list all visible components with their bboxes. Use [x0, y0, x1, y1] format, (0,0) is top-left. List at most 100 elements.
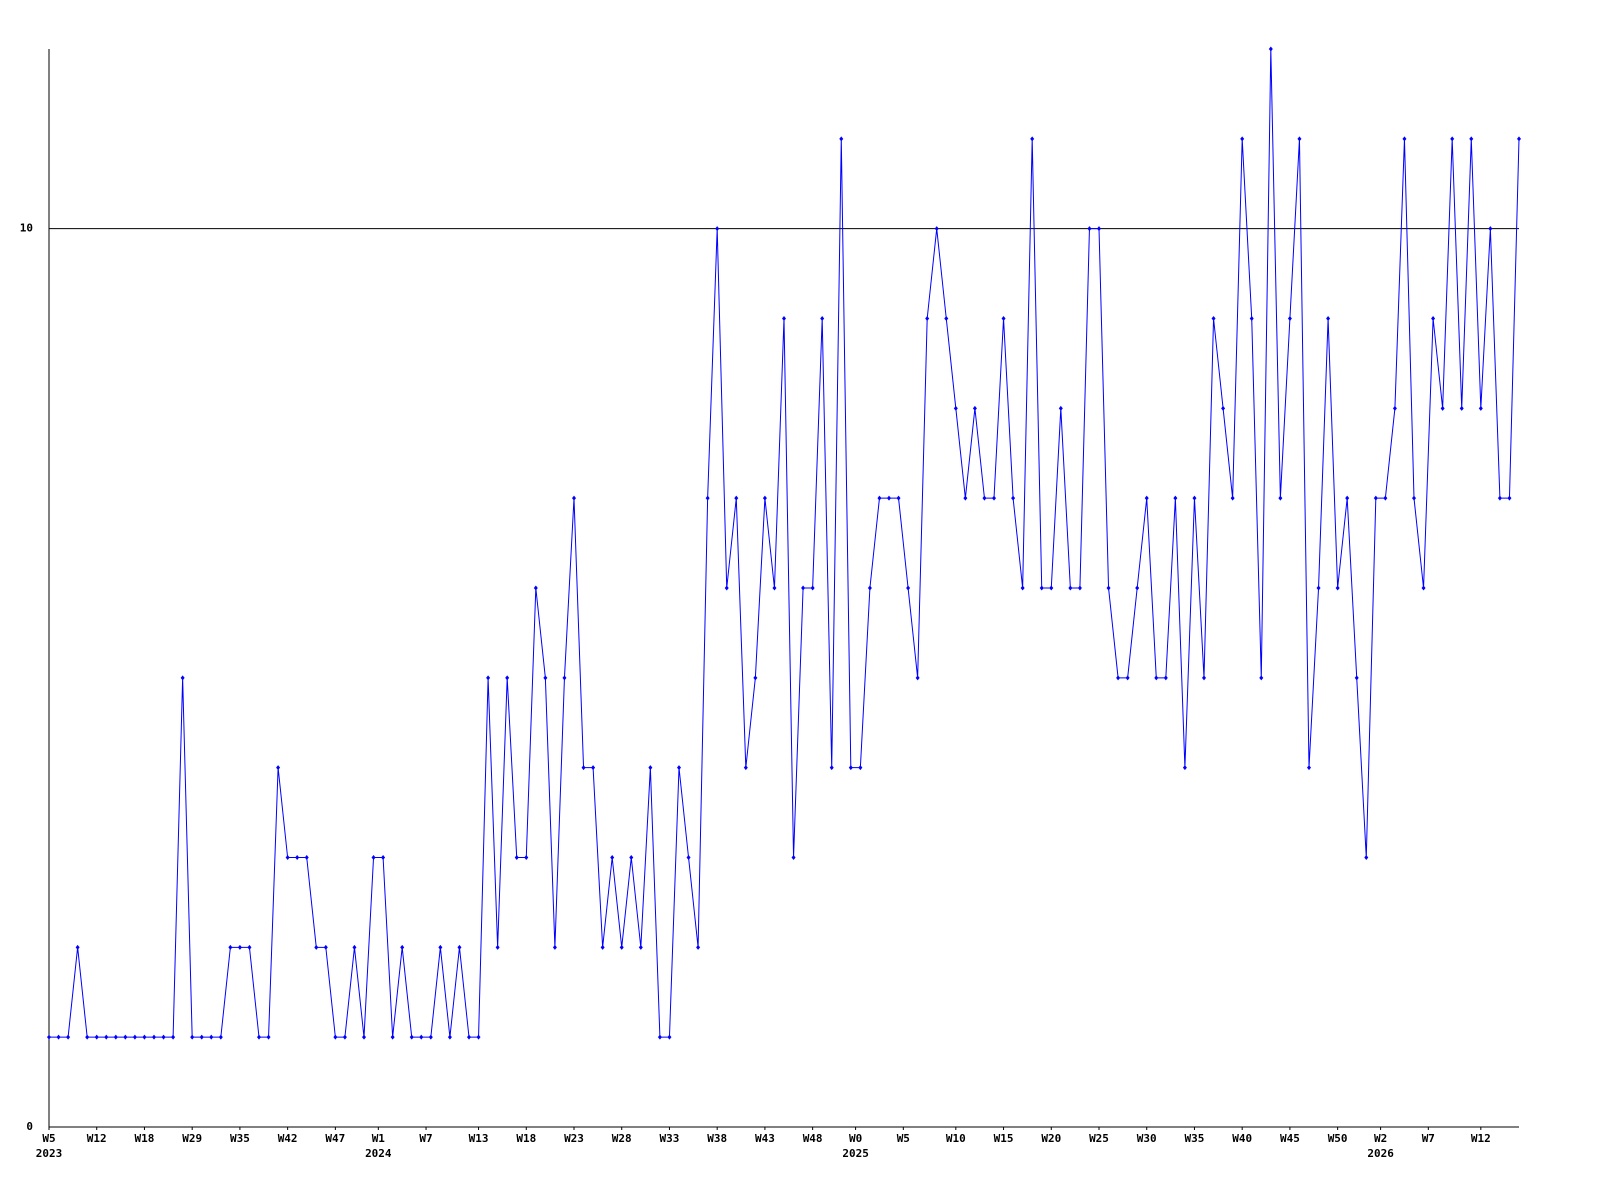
year-label: 2024	[365, 1147, 392, 1160]
x-tick-label: W28	[612, 1132, 632, 1145]
marker	[447, 1034, 452, 1040]
x-tick-label: W5	[897, 1132, 910, 1145]
x-tick-label: W5	[42, 1132, 55, 1145]
marker	[514, 855, 519, 860]
marker	[1001, 316, 1006, 321]
marker	[753, 675, 758, 681]
marker	[1354, 675, 1359, 681]
marker	[342, 1034, 347, 1040]
marker	[638, 944, 643, 950]
marker	[648, 765, 653, 771]
marker	[848, 765, 853, 771]
y-tick-label: 10	[20, 222, 33, 235]
marker	[1316, 585, 1321, 591]
marker	[982, 495, 987, 501]
marker	[295, 855, 300, 860]
marker	[438, 944, 443, 950]
marker	[619, 944, 624, 950]
marker	[266, 1034, 271, 1040]
marker	[1106, 585, 1111, 591]
marker	[1202, 675, 1206, 681]
marker	[724, 585, 729, 591]
x-tick-label: W18	[516, 1132, 536, 1145]
marker	[1097, 226, 1101, 232]
marker	[247, 944, 252, 950]
marker	[524, 855, 529, 860]
x-tick-label: W35	[1185, 1132, 1205, 1145]
marker	[285, 855, 290, 860]
marker	[1345, 495, 1350, 501]
marker	[533, 585, 538, 591]
x-tick-label: W40	[1232, 1132, 1252, 1145]
marker	[629, 855, 634, 860]
marker	[1431, 316, 1436, 321]
marker	[543, 675, 548, 681]
marker	[1459, 405, 1464, 411]
marker	[1392, 405, 1397, 411]
marker	[56, 1034, 61, 1040]
marker	[887, 495, 891, 501]
marker	[1173, 495, 1178, 501]
x-tick-label: W13	[469, 1132, 489, 1145]
marker	[1221, 405, 1226, 411]
marker	[1211, 316, 1216, 321]
marker	[677, 765, 681, 771]
marker	[161, 1034, 166, 1040]
marker	[1011, 495, 1016, 501]
marker	[552, 944, 557, 950]
marker	[304, 855, 309, 860]
marker	[734, 495, 739, 501]
marker	[381, 855, 386, 860]
marker	[667, 1034, 672, 1040]
marker	[94, 1034, 99, 1040]
marker	[190, 1034, 195, 1040]
marker	[934, 226, 939, 232]
marker	[1373, 495, 1378, 501]
marker	[1240, 136, 1245, 142]
x-tick-label: W47	[325, 1132, 345, 1145]
marker	[390, 1034, 395, 1040]
marker	[199, 1034, 204, 1040]
marker	[1421, 585, 1426, 591]
line	[49, 48, 1520, 1038]
x-tick-label: W35	[230, 1132, 250, 1145]
marker	[486, 675, 491, 681]
marker	[1249, 316, 1254, 321]
x-tick-label: W20	[1041, 1132, 1061, 1145]
marker	[66, 1034, 71, 1040]
marker	[963, 495, 968, 501]
marker	[362, 1034, 366, 1040]
x-tick-label: W43	[755, 1132, 775, 1145]
marker	[371, 855, 376, 860]
marker	[581, 765, 586, 771]
x-tick-label: W38	[707, 1132, 727, 1145]
marker	[858, 765, 863, 771]
marker	[762, 495, 767, 501]
marker	[218, 1034, 223, 1040]
marker	[1517, 136, 1521, 142]
x-tick-label: W18	[135, 1132, 155, 1145]
marker	[1450, 136, 1455, 142]
marker	[1039, 585, 1044, 591]
marker	[1030, 136, 1035, 142]
x-tick-label: W2	[1374, 1132, 1387, 1145]
marker	[839, 136, 844, 142]
x-tick-label: W42	[278, 1132, 298, 1145]
x-tick-label: W15	[994, 1132, 1014, 1145]
marker	[1335, 585, 1340, 591]
marker	[1049, 585, 1054, 591]
marker	[1326, 316, 1331, 321]
marker	[696, 944, 701, 950]
marker	[1077, 585, 1082, 591]
marker	[428, 1034, 433, 1040]
marker	[953, 405, 958, 411]
y-tick-label: 0	[26, 1120, 33, 1133]
marker	[1488, 226, 1493, 232]
x-tick-label: W10	[946, 1132, 966, 1145]
marker	[1278, 495, 1283, 501]
marker	[867, 585, 872, 591]
marker	[925, 316, 930, 321]
marker	[1297, 136, 1302, 142]
